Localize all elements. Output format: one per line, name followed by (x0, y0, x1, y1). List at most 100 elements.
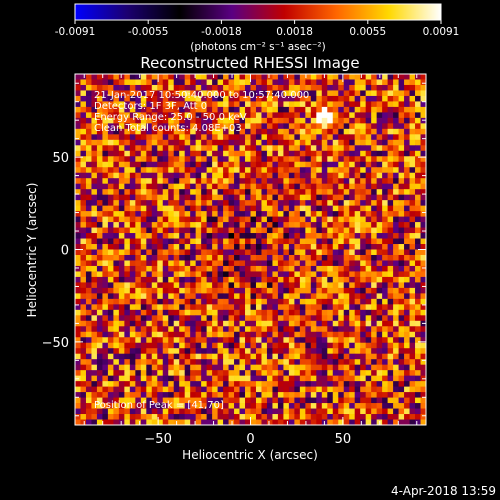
heatmap-cell (404, 254, 410, 261)
heatmap-cell (118, 106, 125, 113)
heatmap-cell (332, 139, 339, 146)
heatmap-cell (217, 408, 224, 415)
heatmap-cell (371, 128, 378, 135)
heatmap-cell (75, 150, 81, 157)
heatmap-cell (349, 101, 356, 108)
heatmap-cell (387, 95, 394, 102)
heatmap-cell (206, 414, 213, 420)
heatmap-cell (354, 249, 361, 256)
heatmap-cell (305, 74, 312, 80)
heatmap-cell (223, 238, 229, 245)
heatmap-cell (179, 254, 186, 261)
heatmap-cell (382, 238, 389, 245)
heatmap-cell (387, 183, 394, 190)
heatmap-cell (415, 200, 421, 207)
heatmap-cell (360, 233, 367, 239)
heatmap-cell (283, 200, 290, 207)
heatmap-cell (146, 309, 153, 316)
heatmap-cell (261, 178, 268, 185)
heatmap-cell (387, 419, 394, 425)
heatmap-cell (195, 419, 202, 425)
heatmap-cell (272, 84, 279, 91)
heatmap-cell (190, 238, 197, 245)
heatmap-cell (277, 276, 284, 283)
heatmap-cell (272, 95, 279, 102)
heatmap-cell (398, 161, 405, 168)
heatmap-cell (113, 320, 120, 327)
heatmap-cell (245, 408, 251, 415)
heatmap-cell (135, 293, 142, 300)
heatmap-cell (299, 95, 306, 102)
heatmap-cell (398, 265, 405, 272)
heatmap-cell (91, 315, 98, 322)
heatmap-cell (239, 271, 246, 278)
heatmap-cell (245, 238, 251, 245)
heatmap-cell (398, 397, 405, 404)
heatmap-cell (404, 112, 410, 119)
heatmap-cell (266, 167, 273, 174)
heatmap-cell (107, 117, 114, 124)
heatmap-cell (223, 359, 229, 366)
heatmap-cell (343, 117, 350, 124)
heatmap-cell (393, 216, 399, 223)
heatmap-cell (321, 172, 328, 179)
heatmap-cell (283, 331, 290, 338)
heatmap-cell (239, 370, 246, 377)
heatmap-cell (327, 419, 334, 425)
heatmap-cell (332, 326, 339, 333)
heatmap-cell (321, 205, 328, 212)
heatmap-cell (245, 375, 251, 382)
heatmap-cell (217, 326, 224, 333)
heatmap-cell (393, 227, 399, 234)
heatmap-cell (393, 260, 399, 267)
heatmap-cell (80, 90, 87, 97)
heatmap-cell (212, 386, 218, 393)
heatmap-cell (316, 260, 323, 267)
heatmap-cell (393, 375, 399, 382)
heatmap-cell (184, 375, 191, 382)
heatmap-cell (294, 359, 301, 366)
heatmap-cell (85, 128, 92, 135)
heatmap-cell (190, 271, 197, 278)
heatmap-cell (310, 249, 317, 256)
heatmap-cell (321, 222, 328, 228)
heatmap-cell (168, 200, 175, 207)
heatmap-cell (294, 101, 301, 108)
heatmap-cell (272, 276, 279, 283)
heatmap-cell (201, 403, 208, 409)
heatmap-cell (245, 90, 251, 97)
heatmap-cell (184, 386, 191, 393)
heatmap-cell (338, 309, 345, 316)
heatmap-cell (113, 249, 120, 256)
heatmap-cell (332, 95, 339, 102)
heatmap-cell (393, 293, 399, 300)
heatmap-cell (151, 156, 158, 163)
heatmap-cell (173, 238, 180, 245)
heatmap-cell (420, 211, 426, 217)
heatmap-cell (387, 326, 394, 333)
heatmap-cell (168, 178, 175, 185)
heatmap-cell (217, 222, 224, 228)
heatmap-cell (255, 326, 262, 333)
heatmap-cell (255, 304, 262, 311)
heatmap-cell (376, 348, 383, 355)
heatmap-cell (338, 139, 345, 146)
heatmap-cell (387, 238, 394, 245)
heatmap-cell (184, 298, 191, 305)
heatmap-cell (107, 375, 114, 382)
heatmap-cell (272, 101, 279, 108)
heatmap-cell (195, 84, 202, 91)
heatmap-cell (190, 392, 197, 398)
heatmap-cell (102, 79, 109, 86)
heatmap-cell (371, 397, 378, 404)
heatmap-cell (354, 101, 361, 108)
heatmap-cell (140, 375, 147, 382)
heatmap-cell (217, 178, 224, 185)
heatmap-cell (184, 309, 191, 316)
heatmap-cell (223, 79, 229, 86)
heatmap-cell (228, 139, 235, 146)
heatmap-cell (415, 101, 421, 108)
heatmap-cell (234, 244, 240, 250)
heatmap-cell (124, 337, 131, 344)
heatmap-cell (349, 90, 356, 97)
